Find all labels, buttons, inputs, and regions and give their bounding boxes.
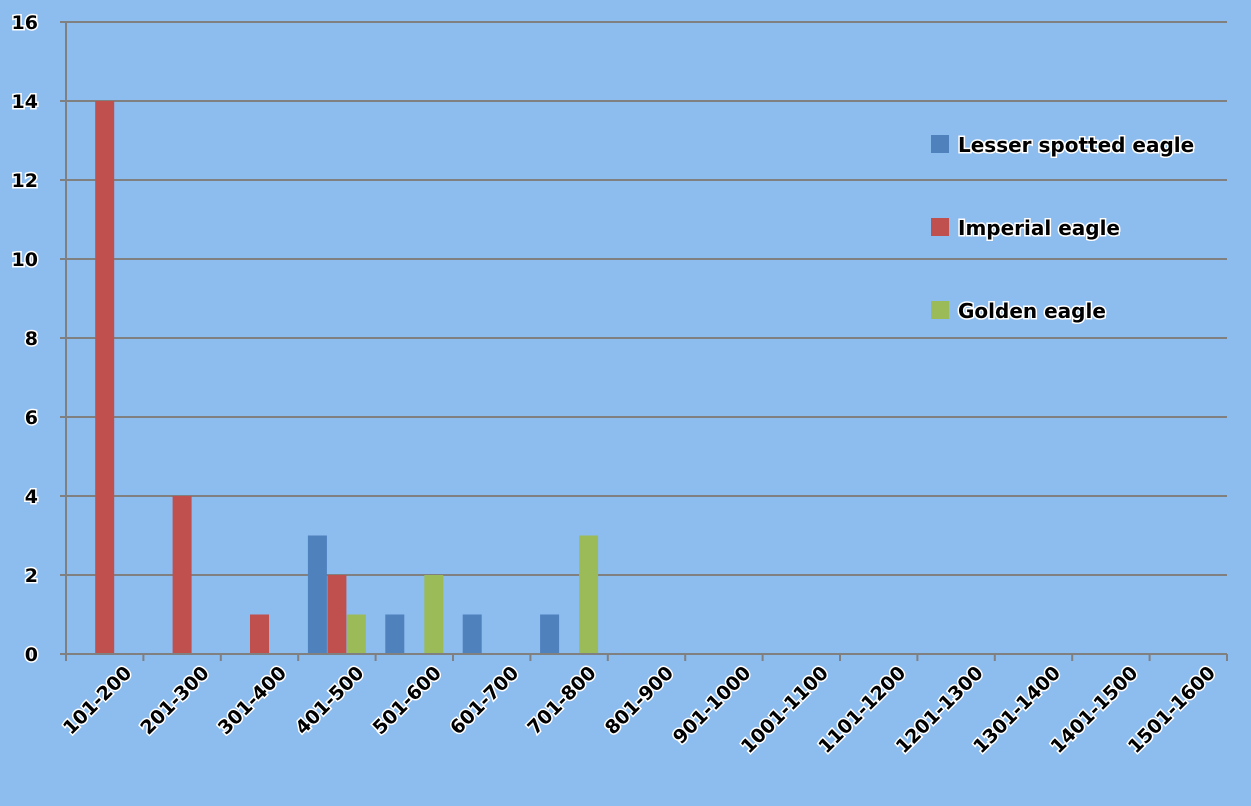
legend-label: Imperial eagle	[958, 216, 1120, 240]
y-tick-label: 14	[12, 91, 38, 113]
bar	[462, 614, 482, 654]
y-tick-label: 12	[12, 170, 38, 192]
legend-swatch	[931, 135, 949, 153]
axes: 0 2 4 6 8 10 12 14 16 101-200 201-300 301-400 401-50…	[10, 11, 1228, 759]
bar	[250, 614, 269, 654]
bar	[346, 614, 366, 654]
legend: Lesser spotted eagle Imperial eagle Golden…	[931, 132, 1196, 325]
bar	[327, 575, 347, 654]
y-tick-label: 16	[12, 12, 38, 34]
x-tick-label: 101-200	[59, 662, 136, 739]
bar	[172, 496, 192, 654]
y-tick-label: 8	[25, 328, 38, 350]
x-tick-label: 801-900	[601, 662, 678, 739]
legend-swatch	[931, 218, 949, 236]
x-tick-label: 701-800	[523, 662, 600, 739]
bar	[579, 535, 599, 654]
y-tick-label: 2	[25, 565, 38, 587]
x-tick-label: 501-600	[369, 662, 446, 739]
y-tick-label: 6	[25, 407, 38, 429]
bar	[95, 101, 115, 654]
legend-label: Lesser spotted eagle	[958, 133, 1194, 157]
x-tick-label: 201-300	[136, 662, 213, 739]
y-tick-label: 4	[25, 486, 38, 508]
x-tick-label: 401-500	[291, 662, 368, 739]
y-tick-label: 10	[12, 249, 38, 271]
legend-label: Golden eagle	[958, 299, 1106, 323]
x-tick-label: 601-700	[446, 662, 523, 739]
bar	[307, 535, 327, 654]
x-tick-label: 301-400	[214, 662, 291, 739]
bars	[95, 101, 599, 654]
legend-swatch	[931, 301, 949, 319]
y-tick-label: 0	[25, 644, 38, 666]
bar	[540, 614, 560, 654]
bar	[385, 614, 405, 654]
gridlines	[66, 21, 1227, 655]
bar	[424, 575, 444, 654]
